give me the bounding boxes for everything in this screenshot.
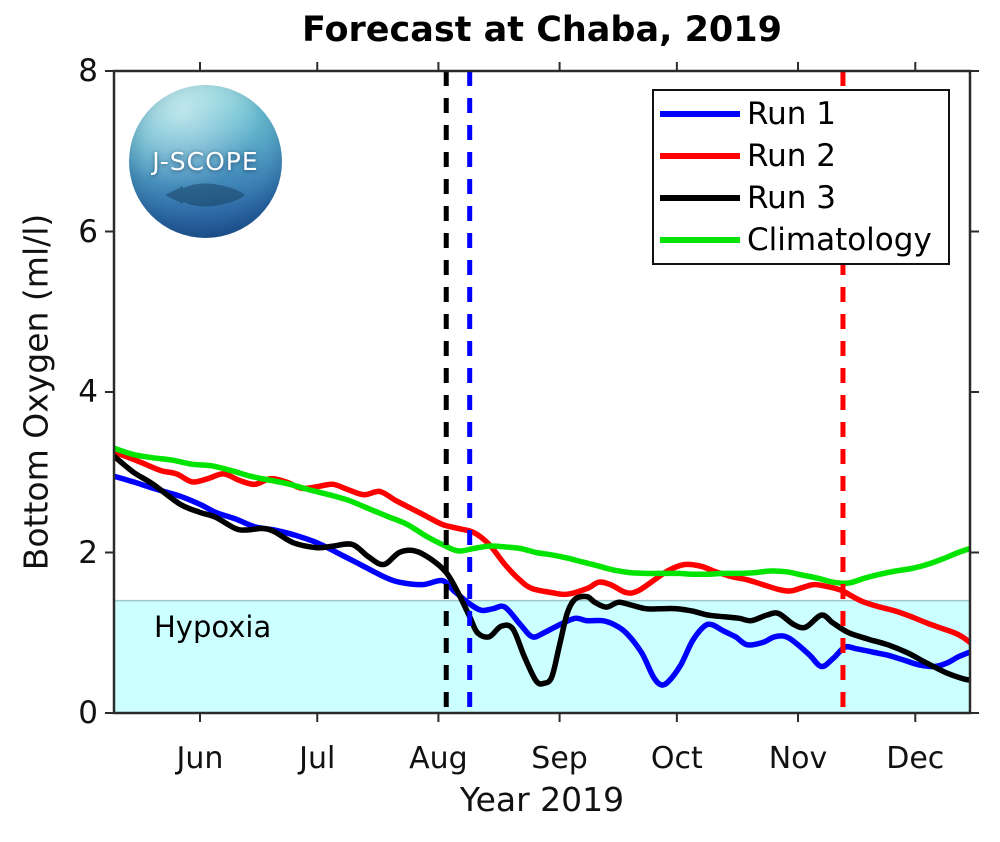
legend-item-run-1: Run 1 (660, 94, 942, 134)
logo-text: J-SCOPE (152, 147, 259, 176)
y-tick-label-2: 2 (78, 534, 98, 571)
y-tick-label-8: 8 (78, 53, 98, 89)
chart-title: Forecast at Chaba, 2019 (302, 10, 782, 50)
legend-label: Run 2 (747, 137, 837, 174)
y-tick-label-4: 4 (78, 374, 98, 410)
series-line-climatology (114, 445, 970, 587)
x-axis-label: Year 2019 (459, 780, 625, 819)
x-tick-label-oct: Oct (650, 741, 703, 776)
legend-item-run-2: Run 2 (660, 136, 942, 176)
x-tick-label-aug: Aug (409, 741, 468, 776)
series-line-run-3 (114, 453, 970, 687)
x-tick-label-sep: Sep (531, 741, 588, 776)
legend-label: Run 3 (747, 179, 837, 216)
x-tick-label-jul: Jul (299, 741, 336, 776)
legend-swatch-run-2 (660, 153, 740, 159)
legend-label: Run 1 (747, 95, 837, 132)
x-tick-label-nov: Nov (768, 741, 828, 776)
x-tick-label-jun: Jun (176, 741, 224, 776)
legend-item-climatology: Climatology (660, 220, 942, 260)
hypoxia-label: Hypoxia (154, 610, 272, 644)
legend-swatch-run-1 (660, 111, 740, 117)
legend-item-run-3: Run 3 (660, 178, 942, 218)
x-tick-label-dec: Dec (886, 741, 945, 776)
legend-swatch-run-3 (660, 195, 740, 201)
jscope-logo: J-SCOPE (129, 85, 282, 238)
series-line-run-1 (114, 473, 970, 688)
fish-icon (165, 183, 245, 207)
y-tick-label-0: 0 (78, 695, 98, 731)
legend: Run 1 Run 2 Run 3 Climatology (652, 89, 950, 265)
legend-swatch-climatology (660, 237, 740, 243)
y-tick-label-6: 6 (78, 213, 98, 250)
legend-label: Climatology (747, 221, 932, 258)
